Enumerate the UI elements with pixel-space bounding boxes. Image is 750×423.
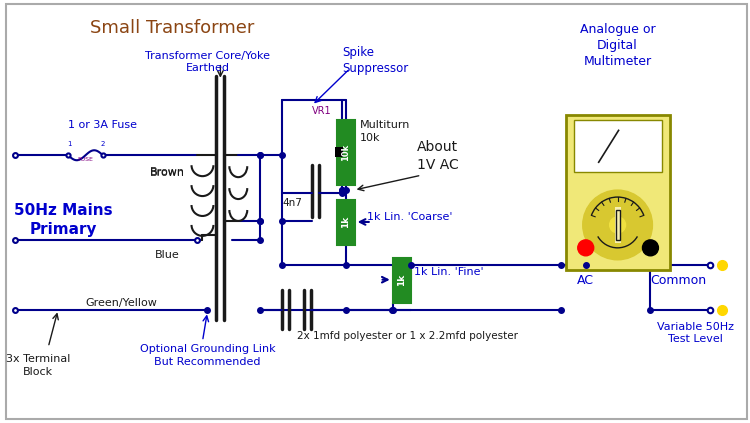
Text: 10k: 10k bbox=[341, 144, 350, 161]
Text: Small Transformer: Small Transformer bbox=[91, 19, 255, 37]
Text: VR1: VR1 bbox=[312, 107, 332, 116]
Circle shape bbox=[583, 190, 652, 260]
Text: FUSE: FUSE bbox=[77, 157, 93, 162]
Bar bbox=[392, 258, 410, 302]
Text: Analogue or
Digital
Multimeter: Analogue or Digital Multimeter bbox=[580, 23, 656, 68]
Text: 1k Lin. 'Coarse': 1k Lin. 'Coarse' bbox=[367, 212, 452, 222]
Text: Optional Grounding Link
But Recommended: Optional Grounding Link But Recommended bbox=[140, 344, 275, 367]
Text: AC: AC bbox=[578, 274, 594, 287]
Text: Brown: Brown bbox=[150, 167, 185, 177]
Text: Transformer Core/Yoke: Transformer Core/Yoke bbox=[145, 51, 270, 61]
Bar bbox=[574, 121, 662, 172]
Text: Variable 50Hz
Test Level: Variable 50Hz Test Level bbox=[657, 321, 734, 344]
Bar bbox=[566, 115, 670, 270]
Text: 1k: 1k bbox=[397, 274, 406, 286]
Bar bbox=[616, 210, 620, 240]
Bar bbox=[337, 121, 355, 185]
Text: Multiturn
10k: Multiturn 10k bbox=[360, 121, 410, 143]
Bar bbox=[334, 147, 343, 157]
Text: About
1V AC: About 1V AC bbox=[416, 140, 458, 172]
Text: Spike
Suppressor: Spike Suppressor bbox=[342, 46, 408, 75]
Text: Green/Yellow: Green/Yellow bbox=[85, 298, 157, 308]
Text: Brown: Brown bbox=[150, 168, 185, 178]
Circle shape bbox=[643, 240, 658, 256]
Text: 1k: 1k bbox=[341, 216, 350, 228]
Bar bbox=[337, 200, 355, 245]
Text: 2x 1mfd polyester or 1 x 2.2mfd polyester: 2x 1mfd polyester or 1 x 2.2mfd polyeste… bbox=[297, 332, 518, 341]
Circle shape bbox=[584, 191, 652, 259]
Bar bbox=[614, 207, 620, 243]
Text: 1: 1 bbox=[67, 141, 71, 147]
Circle shape bbox=[610, 217, 626, 233]
Text: Blue: Blue bbox=[155, 250, 180, 260]
Text: Common: Common bbox=[650, 274, 706, 287]
Text: 50Hz Mains
Primary: 50Hz Mains Primary bbox=[13, 203, 112, 237]
Text: 1 or 3A Fuse: 1 or 3A Fuse bbox=[68, 121, 137, 130]
Circle shape bbox=[578, 240, 594, 256]
Text: Earthed: Earthed bbox=[185, 63, 230, 73]
Text: 1k Lin. 'Fine': 1k Lin. 'Fine' bbox=[413, 267, 483, 277]
Text: 4n7: 4n7 bbox=[282, 198, 302, 208]
Text: 2: 2 bbox=[100, 141, 105, 147]
Text: 3x Terminal
Block: 3x Terminal Block bbox=[6, 354, 70, 377]
